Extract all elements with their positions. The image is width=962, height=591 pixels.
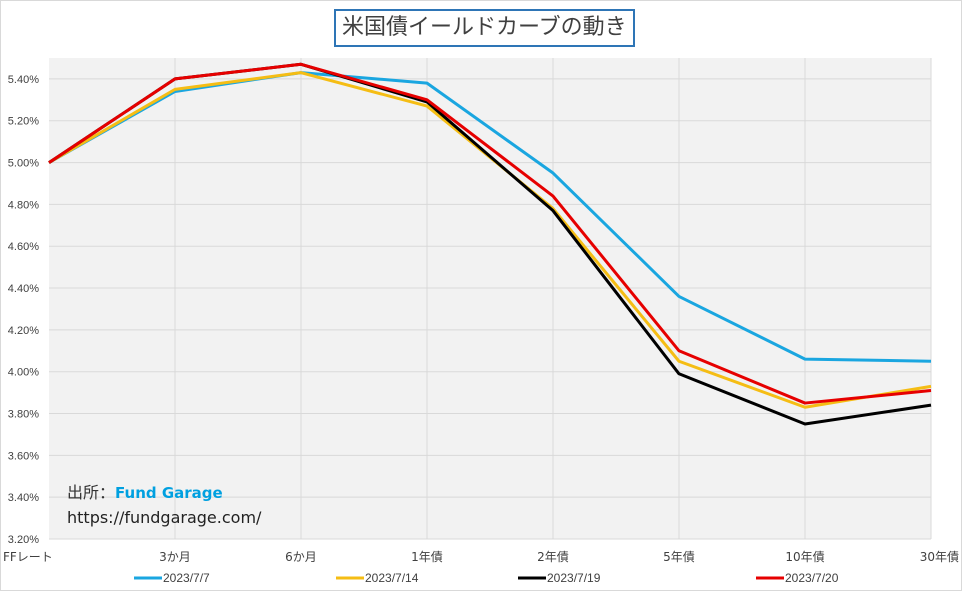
x-tick-label: 3か月 [159, 550, 191, 564]
source-name: Fund Garage [115, 484, 223, 502]
legend-label: 2023/7/7 [163, 571, 210, 585]
y-tick-label: 5.20% [8, 116, 39, 128]
y-tick-label: 5.40% [8, 74, 39, 86]
y-tick-label: 3.60% [8, 450, 39, 462]
y-tick-label: 4.80% [8, 199, 39, 211]
plot-area [49, 58, 931, 539]
y-tick-label: 3.20% [8, 534, 39, 546]
y-tick-label: 4.20% [8, 325, 39, 337]
x-tick-label: 30年債 [920, 549, 959, 564]
chart-title: 米国債イールドカーブの動き [334, 9, 635, 47]
x-tick-label: FFレート [3, 550, 53, 564]
legend-label: 2023/7/19 [547, 571, 601, 585]
series-line-2023/7/7 [48, 71, 932, 363]
legend-label: 2023/7/14 [365, 571, 419, 585]
source-credit: 出所：Fund Garage [67, 479, 223, 503]
y-tick-label: 3.40% [8, 492, 39, 504]
y-tick-label: 4.40% [8, 283, 39, 295]
x-tick-label: 1年債 [411, 549, 443, 564]
series-line-2023/7/20 [48, 62, 932, 405]
source-label: 出所： [67, 483, 116, 502]
x-tick-label: 5年債 [663, 549, 695, 564]
legend-label: 2023/7/20 [785, 571, 839, 585]
x-tick-label: 10年債 [785, 549, 824, 564]
x-tick-label: 6か月 [285, 550, 317, 564]
y-tick-label: 3.80% [8, 409, 39, 421]
y-tick-label: 5.00% [8, 158, 39, 170]
x-tick-label: 2年債 [537, 549, 569, 564]
y-tick-label: 4.00% [8, 367, 39, 379]
source-url[interactable]: https://fundgarage.com/ [67, 508, 262, 527]
y-tick-label: 4.60% [8, 241, 39, 253]
